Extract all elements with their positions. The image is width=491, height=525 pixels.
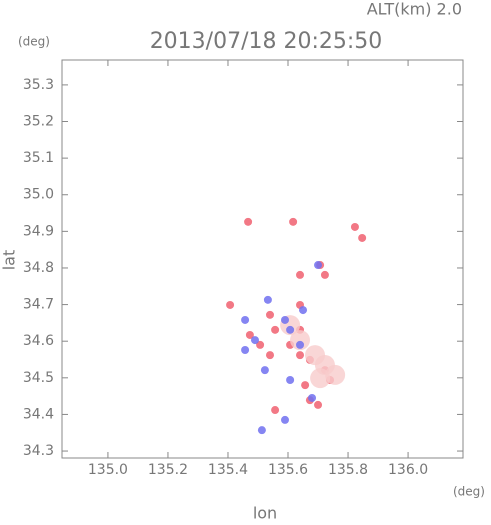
y-unit: (deg) (18, 35, 50, 49)
x-tick-label: 135.4 (208, 462, 248, 478)
altitude-label: ALT(km) 2.0 (367, 0, 462, 19)
echo-point (286, 376, 295, 385)
echo-point (290, 330, 311, 351)
x-tick-label: 135.2 (148, 462, 188, 478)
echo-point (314, 400, 323, 409)
chart-title: 2013/07/18 20:25:50 (150, 29, 383, 54)
y-tick-label: 34.6 (23, 333, 54, 349)
x-tick-label: 135.8 (328, 462, 368, 478)
echo-point (281, 315, 290, 324)
x-axis-label: lon (253, 504, 277, 522)
echo-point (296, 340, 305, 349)
echo-point (299, 306, 308, 315)
y-tick-label: 34.4 (23, 406, 54, 422)
y-tick-label: 35.1 (23, 150, 54, 166)
echo-point (226, 300, 235, 309)
echo-point (271, 406, 280, 415)
echo-point (263, 295, 272, 304)
echo-point (289, 217, 298, 226)
echo-point (257, 426, 266, 435)
y-tick-label: 34.9 (23, 223, 54, 239)
echo-point (250, 336, 259, 345)
echo-point (314, 261, 323, 270)
echo-point (266, 351, 275, 360)
echo-point (244, 217, 253, 226)
y-tick-label: 35.0 (23, 187, 54, 203)
y-tick-label: 34.8 (23, 260, 54, 276)
y-tick-label: 34.7 (23, 297, 54, 313)
echo-point (301, 381, 310, 390)
echo-point (245, 330, 254, 339)
echo-point (296, 270, 305, 279)
echo-point (358, 233, 367, 242)
x-tick-label: 135.6 (268, 462, 308, 478)
echo-point (256, 340, 265, 349)
y-tick-label: 34.3 (23, 443, 54, 459)
echo-point (266, 310, 275, 319)
plot-frame (61, 59, 464, 459)
echo-point (260, 366, 269, 375)
echo-point (310, 368, 331, 389)
echo-point (271, 325, 280, 334)
echo-point (325, 364, 346, 385)
x-unit: (deg) (453, 485, 485, 499)
echo-point (241, 345, 250, 354)
echo-point (296, 351, 305, 360)
echo-point (281, 415, 290, 424)
echo-point (286, 325, 295, 334)
y-axis-label: lat (0, 250, 19, 271)
y-tick-label: 34.5 (23, 370, 54, 386)
y-tick-label: 35.3 (23, 77, 54, 93)
x-tick-label: 135.0 (88, 462, 128, 478)
echo-point (241, 315, 250, 324)
echo-point (320, 270, 329, 279)
x-tick-label: 136.0 (388, 462, 428, 478)
echo-point (350, 222, 359, 231)
echo-point (308, 393, 317, 402)
y-tick-label: 35.2 (23, 114, 54, 130)
